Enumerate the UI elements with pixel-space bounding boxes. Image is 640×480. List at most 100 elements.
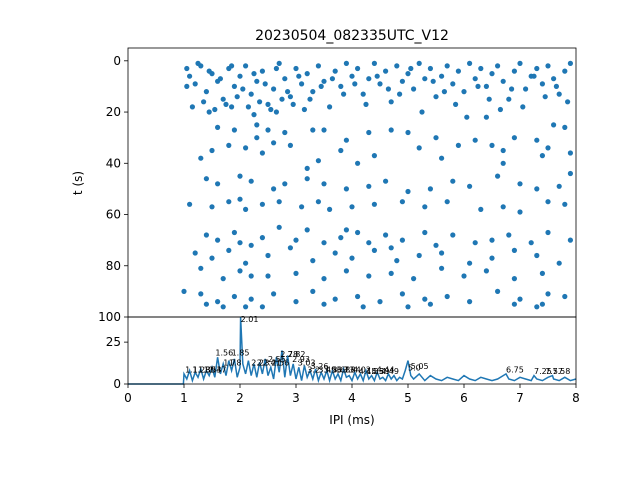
- raster-point: [198, 265, 204, 271]
- raster-point: [304, 227, 310, 233]
- ipi-peak-label: 1.28: [192, 365, 210, 374]
- raster-point: [209, 204, 215, 210]
- raster-point: [349, 204, 355, 210]
- raster-point: [285, 89, 291, 95]
- raster-point: [287, 142, 293, 148]
- raster-point: [307, 96, 313, 102]
- raster-point: [495, 173, 501, 179]
- raster-point: [293, 65, 299, 72]
- raster-point: [265, 273, 271, 279]
- raster-point: [523, 86, 529, 92]
- ipi-peak-label: 5.0: [408, 364, 421, 373]
- raster-point: [511, 135, 517, 141]
- raster-point: [383, 68, 389, 74]
- raster-point: [394, 258, 400, 264]
- raster-point: [411, 86, 417, 92]
- raster-point: [366, 129, 372, 136]
- raster-point: [332, 250, 338, 256]
- raster-point: [467, 183, 473, 189]
- raster-point: [495, 63, 501, 69]
- raster-point: [562, 124, 568, 130]
- raster-point: [562, 293, 568, 300]
- ipi-x-axis: 0 1 2 3 4 5 6 7 8: [124, 384, 580, 405]
- ipi-peak-label: 2.3: [257, 359, 270, 368]
- raster-point: [419, 109, 425, 115]
- raster-point: [237, 240, 243, 246]
- raster-point: [226, 247, 232, 253]
- raster-point: [489, 142, 495, 148]
- raster-point: [243, 145, 249, 151]
- raster-point: [545, 291, 551, 297]
- ipi-peak-label: 4.49: [381, 367, 399, 376]
- raster-point: [388, 99, 394, 105]
- raster-point: [271, 140, 277, 146]
- raster-point: [338, 147, 344, 154]
- raster-point: [181, 288, 187, 294]
- raster-point: [483, 268, 489, 274]
- ipi-peak-label: 2.82: [288, 350, 306, 359]
- raster-point: [237, 196, 243, 202]
- raster-point: [461, 273, 467, 279]
- raster-point: [192, 81, 198, 87]
- ipi-peak-label: 3.84: [343, 365, 361, 374]
- raster-point: [271, 186, 277, 192]
- raster-point: [472, 76, 478, 82]
- raster-point: [259, 304, 265, 310]
- raster-point: [416, 252, 422, 259]
- raster-point: [562, 201, 568, 207]
- ipi-y-tick-label: 25: [106, 335, 121, 349]
- raster-point: [534, 137, 540, 143]
- raster-point: [304, 176, 310, 182]
- raster-point: [467, 299, 473, 305]
- ipi-x-tick-label: 0: [124, 391, 132, 405]
- raster-point: [276, 199, 282, 205]
- raster-point: [450, 81, 456, 87]
- ipi-y-tick-label: 0: [113, 377, 121, 391]
- raster-point: [343, 227, 349, 233]
- raster-point: [500, 78, 506, 84]
- raster-point: [489, 255, 495, 261]
- ipi-peak-label: 2.56: [271, 359, 289, 368]
- raster-point: [206, 68, 212, 74]
- raster-point: [301, 106, 307, 113]
- raster-point: [394, 63, 400, 69]
- raster-point: [539, 153, 546, 159]
- ipi-peak-label: 1.7: [223, 359, 236, 368]
- raster-point: [226, 142, 232, 148]
- ipi-peak-label: 1.56: [215, 349, 233, 358]
- raster-point: [444, 199, 450, 205]
- chart-title: 20230504_082335UTC_V12: [255, 28, 449, 44]
- raster-point: [349, 255, 355, 261]
- raster-point: [231, 293, 237, 300]
- raster-point: [511, 301, 517, 307]
- raster-point: [268, 106, 274, 113]
- raster-point: [243, 63, 249, 69]
- raster-point: [478, 65, 484, 72]
- raster-point: [385, 86, 391, 92]
- raster-point: [273, 109, 279, 115]
- raster-point: [567, 237, 574, 243]
- raster-point: [534, 186, 540, 192]
- raster-point: [220, 96, 226, 102]
- raster-point: [245, 104, 251, 110]
- raster-point: [539, 270, 546, 276]
- raster-point: [257, 99, 263, 105]
- raster-point: [511, 68, 517, 74]
- raster-point: [360, 304, 366, 310]
- raster-point: [366, 240, 372, 246]
- raster-point: [371, 247, 377, 253]
- raster-point: [399, 291, 405, 297]
- raster-point: [187, 201, 193, 207]
- raster-point: [399, 78, 405, 84]
- raster-point: [461, 89, 467, 95]
- ipi-peak-label: 3.26: [311, 362, 329, 371]
- raster-point: [430, 78, 436, 84]
- raster-point: [343, 60, 349, 66]
- raster-point: [422, 296, 428, 302]
- raster-point: [453, 101, 459, 107]
- raster-point: [517, 209, 523, 215]
- ipi-x-tick-label: 4: [348, 391, 356, 405]
- raster-point: [248, 273, 254, 279]
- raster-point: [279, 96, 285, 102]
